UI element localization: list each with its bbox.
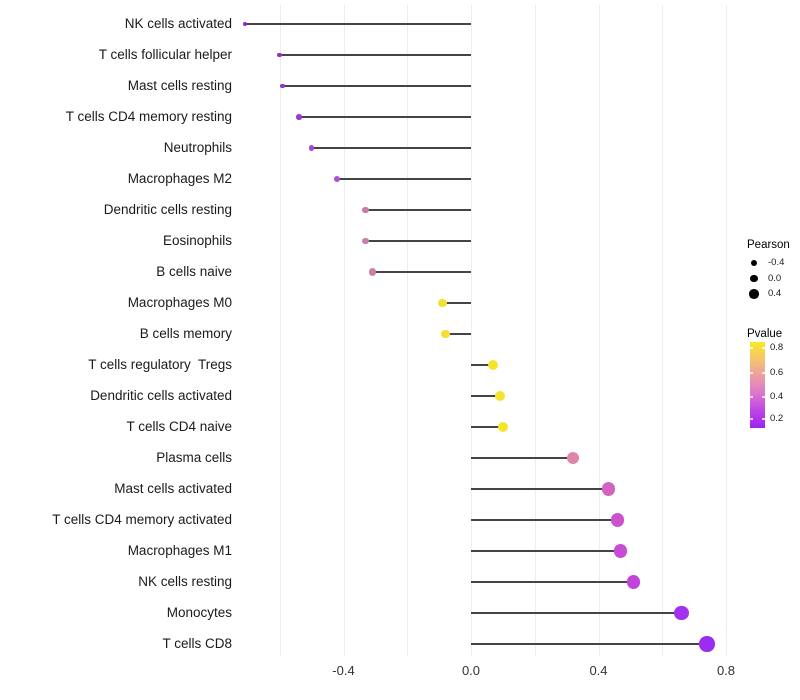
- row-label: NK cells activated: [124, 16, 232, 31]
- lollipop-dot: [437, 298, 447, 308]
- lollipop-stem: [337, 178, 471, 180]
- lollipop-stem: [471, 550, 621, 552]
- colorbar-tick-label: 0.4: [770, 391, 784, 402]
- row-label: Macrophages M2: [127, 171, 232, 186]
- row-label: Plasma cells: [156, 450, 232, 465]
- x-tick-label: 0.8: [716, 663, 736, 678]
- row-label: B cells naive: [156, 264, 232, 279]
- colorbar-notch: [750, 396, 753, 398]
- lollipop-dot: [242, 22, 247, 26]
- size-legend-label: -0.4: [768, 257, 785, 268]
- lollipop-dot: [362, 237, 370, 245]
- lollipop-stem: [471, 519, 618, 521]
- lollipop-dot: [494, 390, 505, 402]
- colorbar-notch: [762, 372, 765, 374]
- size-legend-title: Pearson: [747, 239, 790, 251]
- lollipop-dot: [614, 544, 628, 558]
- x-tick-label: 0.4: [589, 663, 608, 678]
- colorbar-tick-label: 0.2: [770, 413, 784, 424]
- row-label: T cells CD4 memory resting: [65, 109, 232, 124]
- lollipop-dot: [308, 145, 315, 151]
- lollipop-stem: [365, 240, 471, 242]
- gridline: [726, 5, 727, 656]
- lollipop-stem: [471, 581, 634, 583]
- colorbar-notch: [762, 396, 765, 398]
- lollipop-dot: [277, 52, 283, 58]
- row-label: T cells CD4 naive: [126, 419, 232, 434]
- colorbar-notch: [750, 347, 753, 349]
- row-label: Dendritic cells activated: [90, 388, 232, 403]
- lollipop-stem: [298, 116, 471, 118]
- row-label: T cells CD8: [162, 636, 232, 651]
- colorbar-notch: [750, 372, 753, 374]
- lollipop-dot: [626, 575, 641, 589]
- lollipop-dot: [566, 451, 580, 465]
- lollipop-stem: [282, 85, 471, 87]
- row-label: Neutrophils: [163, 140, 232, 155]
- row-label: T cells CD4 memory activated: [52, 512, 232, 527]
- lollipop-stem: [445, 333, 471, 335]
- row-label: Macrophages M1: [127, 543, 232, 558]
- gridline: [343, 5, 345, 656]
- x-tick-label: -0.4: [332, 663, 355, 678]
- row-label: Monocytes: [166, 605, 232, 620]
- lollipop-stem: [311, 147, 471, 149]
- colorbar-notch: [762, 418, 765, 420]
- row-label: Mast cells resting: [127, 78, 232, 93]
- row-label: T cells follicular helper: [98, 47, 232, 62]
- gridline: [471, 5, 472, 656]
- lollipop-stem: [372, 271, 471, 273]
- lollipop-dot: [699, 636, 715, 652]
- lollipop-stem: [471, 395, 500, 397]
- lollipop-stem: [471, 426, 503, 428]
- row-label: NK cells resting: [138, 574, 232, 589]
- colorbar-notch: [750, 418, 753, 420]
- row-label: Eosinophils: [162, 233, 232, 248]
- lollipop-dot: [280, 83, 286, 89]
- gridline: [662, 5, 664, 656]
- colorbar-tick-label: 0.6: [770, 367, 784, 378]
- color-legend-title: Pvalue: [747, 328, 783, 340]
- lollipop-stem: [279, 54, 471, 56]
- row-label: B cells memory: [139, 326, 232, 341]
- lollipop-dot: [488, 359, 499, 371]
- colorbar-tick-label: 0.8: [770, 342, 784, 353]
- lollipop-stem: [365, 209, 471, 211]
- gridline: [598, 5, 600, 656]
- size-legend-dot: [749, 289, 759, 299]
- lollipop-dot: [368, 268, 376, 276]
- pvalue-colorbar: [750, 342, 765, 428]
- row-label: Macrophages M0: [127, 295, 232, 310]
- lollipop-dot: [610, 513, 625, 527]
- lollipop-dot: [362, 206, 370, 214]
- lollipop-dot: [497, 421, 509, 433]
- lollipop-stem: [471, 643, 707, 645]
- size-legend-dot: [750, 274, 758, 283]
- gridline: [279, 5, 281, 656]
- row-label: Mast cells activated: [114, 481, 232, 496]
- row-label: T cells regulatory Tregs: [88, 357, 232, 372]
- colorbar-notch: [762, 347, 765, 349]
- size-legend-label: 0.4: [768, 288, 782, 299]
- lollipop-stem: [244, 23, 471, 25]
- lollipop-stem: [471, 364, 494, 366]
- lollipop-dot: [296, 114, 302, 120]
- lollipop-stem: [471, 457, 573, 459]
- lollipop-stem: [471, 612, 682, 614]
- lollipop-stem: [471, 488, 609, 490]
- gridline: [407, 5, 409, 656]
- lollipop-dot: [441, 329, 450, 339]
- lollipop-dot: [673, 605, 689, 621]
- size-legend-label: 0.0: [768, 272, 782, 284]
- row-label: Dendritic cells resting: [103, 202, 232, 217]
- lollipop-dot: [601, 482, 615, 496]
- lollipop-stem: [442, 302, 471, 304]
- gridline: [534, 5, 536, 656]
- size-legend-dot: [751, 260, 757, 266]
- lollipop-dot: [334, 175, 341, 183]
- x-tick-label: 0.0: [461, 663, 481, 678]
